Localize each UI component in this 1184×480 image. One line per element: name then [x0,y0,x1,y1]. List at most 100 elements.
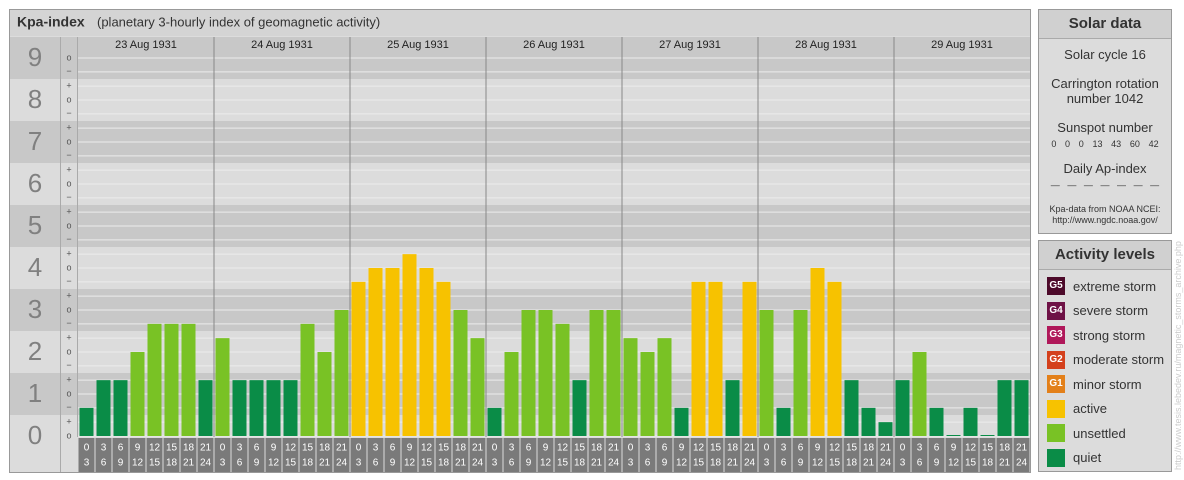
hour-box [248,438,265,472]
y-minor-tick-label: − [66,360,71,370]
hour-box [112,438,129,472]
y-minor-tick-label: o [66,220,71,230]
y-minor-tick-label: + [66,249,71,259]
day-label: 25 Aug 1931 [387,39,449,51]
hour-end: 21 [455,458,467,469]
hour-box [928,438,945,472]
level-code: G1 [1049,378,1063,390]
hour-start: 9 [679,443,685,454]
ap-title: Daily Ap-index [1063,161,1147,176]
bar [79,407,94,436]
hour-end: 3 [84,458,90,469]
bar [334,310,349,436]
y-minor-tick-label: + [66,123,71,133]
hour-start: 3 [917,443,923,454]
bar [878,422,893,436]
level-code: G3 [1049,329,1063,341]
bar [300,323,315,436]
bar [487,407,502,436]
hour-end: 18 [710,458,722,469]
y-tick-label: 1 [28,378,42,408]
level-label: unsettled [1073,425,1126,441]
hour-start: 12 [421,443,433,454]
bar [861,407,876,436]
hour-start: 0 [492,443,498,454]
hour-end: 15 [693,458,705,469]
bar [147,323,162,436]
ap-value: — [1133,180,1143,190]
bar [113,380,128,436]
source-text: Kpa-data from NOAA NCEI: [1049,204,1161,214]
hour-box [180,438,197,472]
day-label: 23 Aug 1931 [115,39,177,51]
y-minor-tick-label: + [66,81,71,91]
level-label: severe storm [1073,303,1149,319]
hour-box [588,438,605,472]
hour-end: 12 [268,458,280,469]
hour-end: 9 [798,458,804,469]
hour-end: 3 [764,458,770,469]
hour-end: 21 [727,458,739,469]
hour-start: 21 [472,443,484,454]
hour-start: 12 [149,443,161,454]
hour-start: 18 [455,443,467,454]
hour-box [724,438,741,472]
y-minor-tick-label: o [66,430,71,440]
hour-end: 6 [509,458,515,469]
hour-box [843,438,860,472]
level-swatch: G5 [1047,277,1065,296]
hour-start: 21 [608,443,620,454]
bar [912,352,927,436]
hour-end: 12 [404,458,416,469]
hour-end: 24 [744,458,756,469]
y-tick-label: 3 [28,294,42,324]
hour-box [214,438,231,472]
hour-end: 12 [948,458,960,469]
bar [198,380,213,436]
level-code: G5 [1049,280,1063,292]
hour-box [656,438,673,472]
hour-box [792,438,809,472]
level-swatch: G4 [1047,301,1065,320]
bar [283,380,298,436]
bar [436,281,451,436]
hour-end: 24 [472,458,484,469]
level-item: quiet [1039,446,1171,471]
source-url[interactable]: http://www.ngdc.noaa.gov/ [1052,215,1158,225]
hour-start: 3 [645,443,651,454]
bar [946,435,961,436]
hour-start: 18 [591,443,603,454]
ap-value: — [1083,180,1093,190]
bar [232,380,247,436]
hour-start: 9 [407,443,413,454]
hour-end: 3 [220,458,226,469]
day-label: 27 Aug 1931 [659,39,721,51]
hour-box [350,438,367,472]
hour-start: 0 [84,443,90,454]
bar [419,268,434,436]
hour-start: 18 [863,443,875,454]
chart-title: Kpa-index [17,14,85,30]
hour-box [367,438,384,472]
hour-box [282,438,299,472]
hour-start: 12 [557,443,569,454]
day-label: 29 Aug 1931 [931,39,993,51]
ap-value: — [1100,180,1110,190]
hour-start: 6 [662,443,668,454]
hour-start: 9 [951,443,957,454]
hour-box [741,438,758,472]
bar [538,310,553,436]
hour-start: 0 [900,443,906,454]
panel-title: Solar data [1039,10,1171,39]
hour-start: 15 [438,443,450,454]
bar [793,310,808,436]
hour-end: 9 [526,458,532,469]
hour-box [860,438,877,472]
hour-start: 6 [934,443,940,454]
hour-start: 12 [285,443,297,454]
carrington: Carrington rotation number 1042 [1051,76,1159,106]
sunspot-number: 60 [1129,139,1140,149]
hour-box [486,438,503,472]
hour-end: 21 [183,458,195,469]
hour-end: 12 [812,458,824,469]
